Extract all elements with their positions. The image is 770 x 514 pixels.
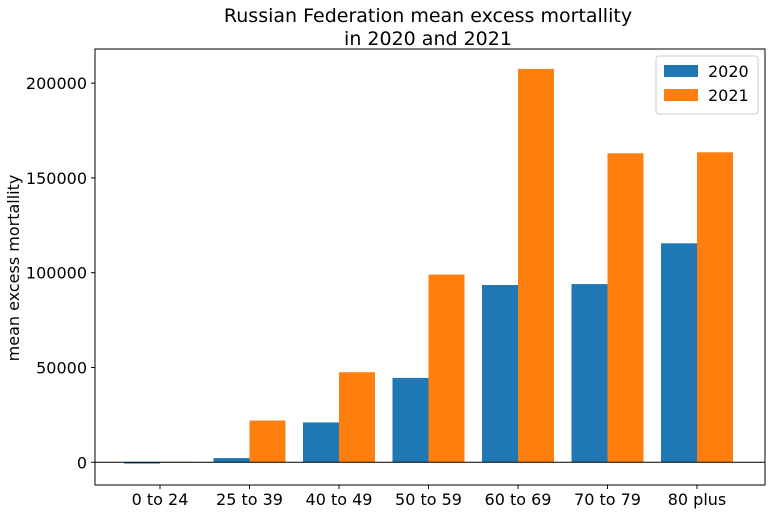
bar-2021-70-to-79 [607, 153, 644, 463]
bar-2020-40-to-49 [303, 422, 339, 463]
y-tick-label: 200000 [26, 74, 87, 93]
bar-2020-25-to-39 [213, 458, 250, 463]
plot-frame [94, 48, 766, 486]
x-tick-label: 50 to 59 [395, 490, 462, 509]
x-axis-ticks: 0 to 24 25 to 39 40 to 49 50 to 59 60 to 69 7… [132, 485, 727, 509]
bar-2020-60-to-69 [482, 285, 518, 463]
bar-2020-80-plus [661, 243, 697, 463]
bar-2021-40-to-49 [339, 372, 375, 463]
chart-title-line-1: Russian Federation mean excess mortallit… [224, 5, 632, 27]
x-tick-label: 80 plus [668, 490, 727, 509]
legend: 2020 2021 [655, 55, 759, 115]
legend-swatch-2020 [664, 65, 698, 77]
x-tick-label: 70 to 79 [574, 490, 641, 509]
y-axis-label: mean excess mortallity [4, 175, 23, 362]
legend-swatch-2021 [664, 89, 698, 101]
bars-group [124, 68, 733, 464]
bar-2021-80-plus [697, 152, 733, 463]
y-tick-label: 150000 [26, 169, 87, 188]
y-tick-label: 50000 [36, 358, 87, 377]
x-tick-label: 25 to 39 [216, 490, 283, 509]
x-tick-label: 60 to 69 [485, 490, 552, 509]
bar-2021-50-to-59 [428, 274, 465, 463]
y-axis-ticks: 0 50000 100000 150000 200000 [26, 74, 95, 472]
x-tick-label: 40 to 49 [306, 490, 373, 509]
y-tick-label: 0 [77, 453, 87, 472]
chart-title-line-2: in 2020 and 2021 [344, 28, 512, 50]
bar-2020-70-to-79 [571, 284, 608, 463]
x-tick-label: 0 to 24 [132, 490, 189, 509]
bar-2021-25-to-39 [249, 420, 286, 463]
legend-label-2020: 2020 [708, 62, 749, 81]
y-tick-label: 100000 [26, 264, 87, 283]
bar-2021-60-to-69 [518, 68, 554, 463]
bar-2020-50-to-59 [392, 377, 429, 463]
legend-label-2021: 2021 [708, 86, 749, 105]
bar-2020-0-to-24 [124, 462, 160, 464]
